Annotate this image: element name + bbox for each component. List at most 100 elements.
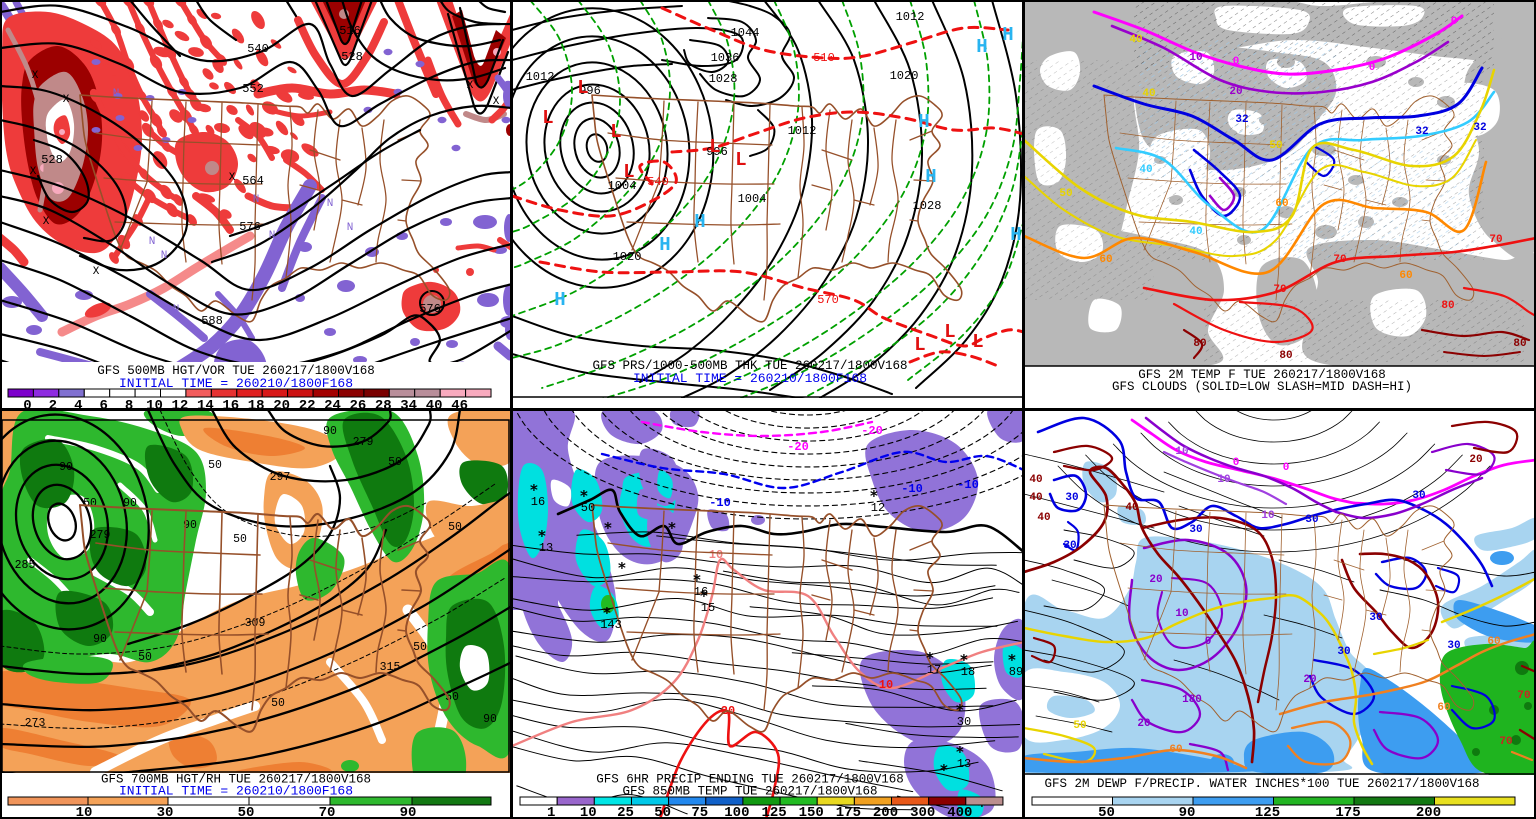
svg-text:H: H	[925, 166, 936, 188]
svg-text:285: 285	[15, 559, 36, 572]
svg-text:996: 996	[579, 84, 601, 98]
svg-text:∗: ∗	[529, 480, 538, 497]
svg-text:-10: -10	[957, 478, 979, 492]
svg-text:1044: 1044	[731, 26, 760, 40]
svg-text:50: 50	[233, 533, 247, 546]
svg-text:60: 60	[1437, 702, 1450, 714]
svg-text:10: 10	[1189, 52, 1202, 64]
svg-text:570: 570	[817, 293, 839, 307]
svg-text:70: 70	[1333, 254, 1346, 266]
svg-text:GFS 700MB HGT/RH TUE 260217/18: GFS 700MB HGT/RH TUE 260217/1800V168	[101, 772, 371, 786]
svg-text:90: 90	[400, 805, 417, 819]
svg-text:8: 8	[125, 398, 133, 410]
svg-text:20: 20	[1149, 574, 1162, 586]
svg-text:12: 12	[171, 398, 188, 410]
svg-text:279: 279	[90, 529, 111, 542]
svg-text:1012: 1012	[526, 70, 555, 84]
svg-text:143: 143	[600, 618, 622, 632]
svg-text:0: 0	[1283, 462, 1290, 474]
svg-text:50: 50	[138, 651, 152, 664]
svg-text:-20: -20	[861, 424, 883, 438]
svg-text:INITIAL TIME = 260210/1800F168: INITIAL TIME = 260210/1800F168	[633, 371, 867, 386]
svg-text:588: 588	[201, 314, 223, 328]
svg-text:40: 40	[1142, 88, 1155, 100]
svg-text:26: 26	[349, 398, 366, 410]
svg-text:528: 528	[41, 153, 63, 167]
svg-text:40: 40	[1125, 502, 1138, 514]
svg-text:564: 564	[242, 174, 264, 188]
svg-text:∗: ∗	[617, 558, 626, 575]
svg-text:GFS 6HR PRECIP ENDING TUE 2602: GFS 6HR PRECIP ENDING TUE 260217/1800V16…	[596, 772, 904, 786]
svg-text:X: X	[93, 266, 100, 278]
svg-text:N: N	[113, 88, 120, 100]
svg-text:12: 12	[871, 501, 885, 515]
svg-text:50: 50	[208, 459, 222, 472]
svg-text:60: 60	[1169, 744, 1182, 756]
svg-text:22: 22	[299, 398, 316, 410]
svg-text:∗: ∗	[959, 650, 968, 667]
svg-text:40: 40	[1139, 164, 1152, 176]
svg-text:∗: ∗	[925, 648, 934, 665]
svg-text:20: 20	[1303, 674, 1316, 686]
svg-text:X: X	[493, 96, 500, 108]
svg-text:18: 18	[961, 665, 975, 679]
svg-text:0: 0	[1369, 62, 1376, 74]
svg-text:46: 46	[451, 398, 468, 410]
svg-text:∗: ∗	[667, 518, 676, 535]
svg-text:X: X	[32, 70, 39, 82]
svg-text:50: 50	[271, 697, 285, 710]
svg-text:N: N	[347, 222, 354, 234]
svg-text:315: 315	[380, 661, 401, 674]
svg-text:70: 70	[1489, 234, 1502, 246]
svg-text:40: 40	[1029, 474, 1042, 486]
svg-text:576: 576	[239, 220, 261, 234]
svg-text:L: L	[914, 334, 925, 356]
svg-text:X: X	[63, 94, 70, 106]
svg-text:70: 70	[1517, 690, 1530, 702]
svg-text:50: 50	[581, 501, 595, 515]
svg-text:GFS 2M TEMP F TUE 260217/1800V: GFS 2M TEMP F TUE 260217/1800V168	[1138, 368, 1386, 382]
svg-text:∗: ∗	[869, 486, 878, 503]
svg-text:L: L	[944, 321, 955, 343]
svg-text:25: 25	[617, 805, 634, 819]
svg-text:80: 80	[1441, 300, 1454, 312]
svg-text:INITIAL TIME = 260210/1800F168: INITIAL TIME = 260210/1800F168	[119, 783, 353, 798]
svg-text:∗: ∗	[955, 742, 964, 759]
svg-text:30: 30	[1337, 646, 1350, 658]
svg-text:20: 20	[273, 398, 290, 410]
svg-text:90: 90	[183, 519, 197, 532]
svg-text:2: 2	[49, 398, 57, 410]
svg-text:1: 1	[547, 805, 555, 819]
svg-text:90: 90	[123, 497, 137, 510]
svg-text:75: 75	[691, 805, 708, 819]
svg-text:-10: -10	[709, 496, 731, 510]
svg-text:80: 80	[1193, 338, 1206, 350]
svg-text:13: 13	[957, 757, 971, 771]
svg-text:70: 70	[1499, 736, 1512, 748]
svg-text:1012: 1012	[788, 124, 817, 138]
svg-text:996: 996	[706, 145, 728, 159]
svg-text:32: 32	[1415, 126, 1428, 138]
svg-text:32: 32	[1235, 114, 1248, 126]
svg-text:1036: 1036	[711, 51, 740, 65]
svg-text:GFS 2M DEWP F/PRECIP. WATER IN: GFS 2M DEWP F/PRECIP. WATER INCHES*100 T…	[1044, 777, 1479, 791]
svg-text:0: 0	[1233, 457, 1240, 469]
svg-text:80: 80	[1279, 350, 1292, 362]
svg-text:100: 100	[724, 805, 749, 819]
svg-text:50: 50	[1098, 805, 1115, 819]
svg-text:17: 17	[927, 663, 941, 677]
svg-text:H: H	[694, 211, 705, 233]
svg-text:150: 150	[799, 805, 824, 819]
svg-text:60: 60	[1275, 198, 1288, 210]
svg-text:L: L	[610, 121, 621, 143]
svg-text:-20: -20	[787, 440, 809, 454]
svg-text:90: 90	[1179, 805, 1196, 819]
svg-text:18: 18	[248, 398, 265, 410]
svg-text:20: 20	[1229, 86, 1242, 98]
svg-text:50: 50	[1059, 188, 1072, 200]
svg-text:80: 80	[1513, 338, 1526, 350]
svg-text:32: 32	[1473, 122, 1486, 134]
svg-text:10: 10	[1261, 510, 1274, 522]
svg-text:16: 16	[531, 495, 545, 509]
svg-text:20: 20	[1469, 454, 1482, 466]
